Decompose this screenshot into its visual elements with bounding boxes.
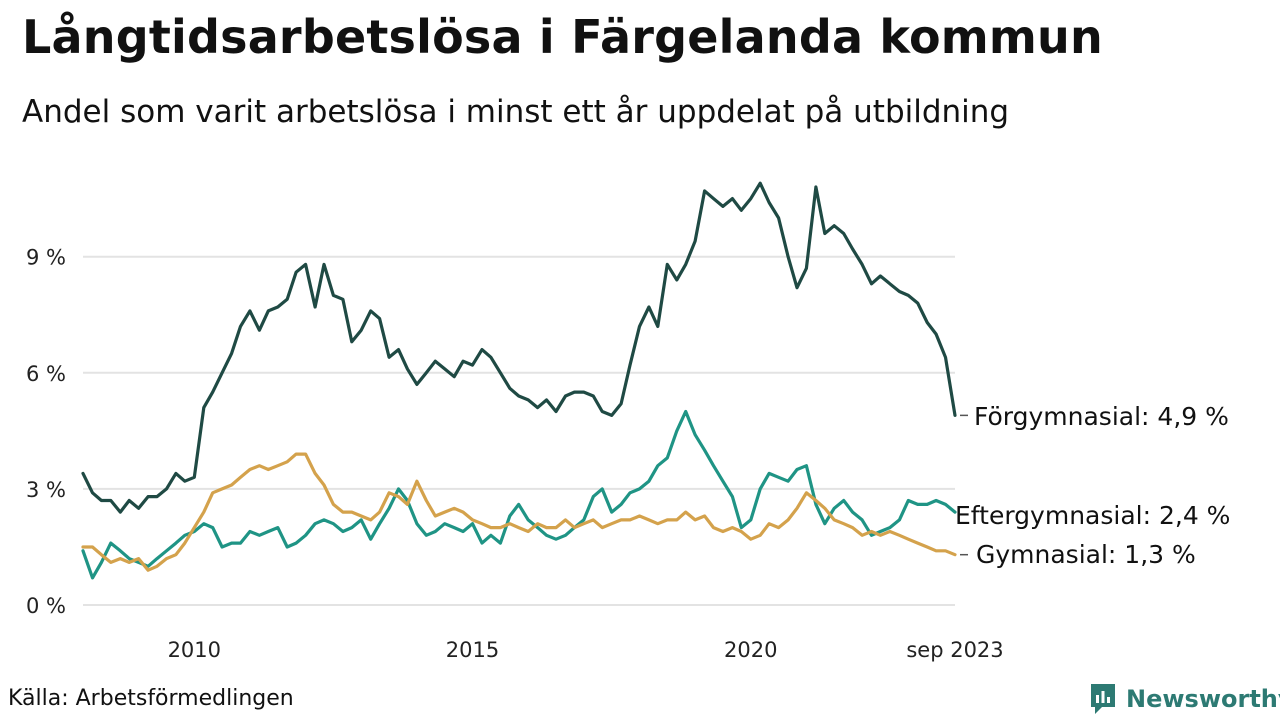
series-label-eftergymnasial: Eftergymnasial: 2,4 % <box>955 501 1230 530</box>
brand-logo: Newsworthy <box>1088 682 1280 716</box>
y-tick-label: 0 % <box>26 594 66 618</box>
series-label-gymnasial: Gymnasial: 1,3 % <box>976 540 1196 569</box>
x-axis-ticks: 2010 2015 2020 sep 2023 <box>168 638 1004 662</box>
newsworthy-icon <box>1091 684 1115 714</box>
series-line-eftergymnasial <box>81 409 957 580</box>
series-label-förgymnasial: Förgymnasial: 4,9 % <box>974 402 1229 431</box>
series-line-gymnasial <box>81 452 957 572</box>
x-tick-label: sep 2023 <box>906 638 1003 662</box>
series-labels: Förgymnasial: 4,9 % Eftergymnasial: 2,4 %… <box>955 402 1230 569</box>
y-tick-label: 6 % <box>26 362 66 386</box>
y-tick-label: 9 % <box>26 246 66 270</box>
series-line-förgymnasial <box>81 181 957 514</box>
y-axis-ticks: 0 % 3 % 6 % 9 % <box>26 246 66 618</box>
x-tick-label: 2010 <box>168 638 221 662</box>
brand-name: Newsworthy <box>1126 685 1280 713</box>
chart-subtitle: Andel som varit arbetslösa i minst ett å… <box>22 94 1010 130</box>
x-tick-label: 2020 <box>724 638 777 662</box>
y-tick-label: 3 % <box>26 478 66 502</box>
x-tick-label: 2015 <box>446 638 499 662</box>
series-lines <box>81 181 957 580</box>
source-credit: Källa: Arbetsförmedlingen <box>8 686 294 711</box>
chart-title: Långtidsarbetslösa i Färgelanda kommun <box>22 10 1103 64</box>
grid <box>83 255 955 606</box>
